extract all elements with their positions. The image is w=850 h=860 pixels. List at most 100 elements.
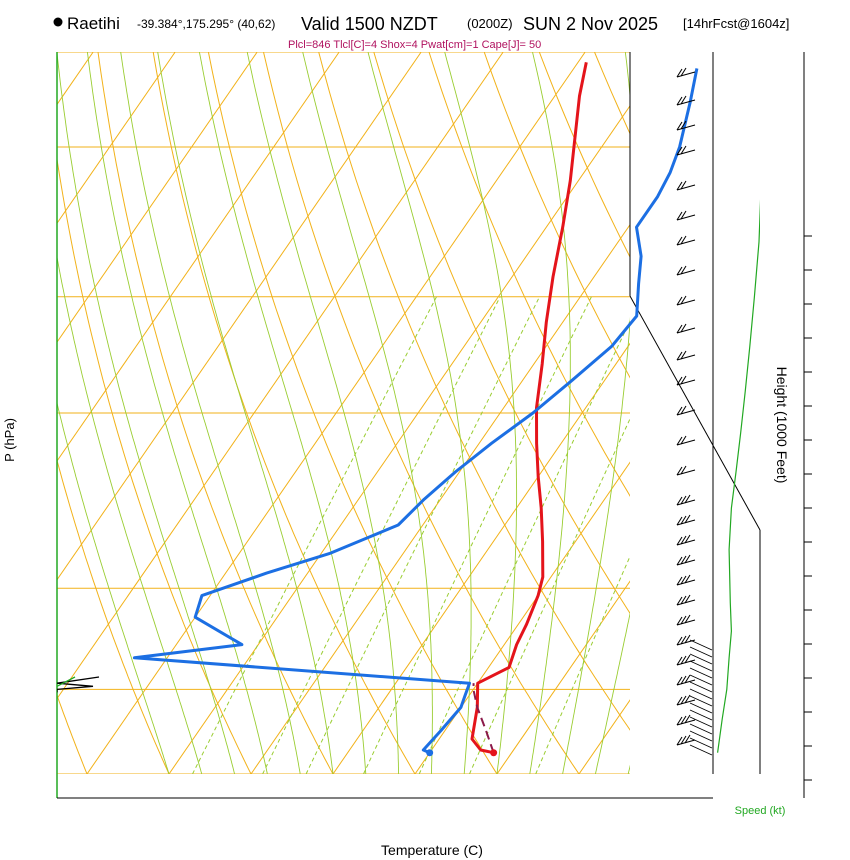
isotherm-line: [57, 52, 258, 343]
wind-barb-flag: [676, 636, 683, 646]
wind-barb-flag: [680, 655, 687, 665]
mixing-ratio-line: [535, 555, 630, 774]
surface-temp-marker: [490, 749, 498, 757]
mixing-ratio-line: [418, 319, 630, 774]
dry-adiabat-line: [428, 52, 630, 497]
wind-barb-flag: [680, 375, 687, 385]
x-axis-label: Temperature (C): [381, 842, 483, 858]
isotherm-line: [57, 52, 176, 225]
dry-adiabat-line: [318, 52, 630, 731]
wind-barb: [676, 120, 696, 131]
wind-barb-flag: [676, 596, 683, 606]
wind-barb-flag: [680, 67, 687, 77]
wind-barb-flag: [684, 594, 691, 604]
wind-barb-staff: [676, 379, 696, 386]
wind-barb-flag: [676, 736, 683, 746]
isotherm-line: [57, 52, 340, 462]
wind-barb-staff: [676, 149, 696, 156]
station-marker-icon: [53, 17, 63, 27]
wind-barb: [676, 714, 696, 726]
wind-barb-staff: [676, 539, 696, 546]
wind-barb-staff: [676, 699, 696, 706]
wind-barb: [676, 465, 696, 476]
wind-barb-staff: [676, 469, 696, 476]
moist-adiabat-line: [529, 52, 571, 774]
wind-barb-flag: [676, 716, 683, 726]
dry-adiabat-line: [695, 31, 850, 774]
valid-date: SUN 2 Nov 2025: [523, 14, 658, 34]
wind-barb-flag: [680, 555, 687, 565]
wind-barb: [676, 554, 696, 566]
dry-adiabat-line: [152, 52, 416, 774]
wind-barb-flag: [676, 266, 683, 276]
wind-barb-flag: [684, 654, 691, 664]
wind-barb-staff-low: [689, 688, 713, 700]
wind-barb: [676, 494, 696, 506]
background-lines: [0, 31, 850, 774]
wind-barb-staff-low: [689, 660, 713, 672]
moist-adiabat-line: [57, 52, 236, 774]
wind-barb-flag: [676, 96, 683, 106]
wind-speed-upper-line: [774, 60, 804, 390]
wind-barb: [676, 574, 696, 586]
wind-barb-flag: [680, 235, 687, 245]
plot-frame: [56, 52, 805, 799]
wind-barb-flag: [680, 465, 687, 475]
wind-barb-flag: [680, 695, 687, 705]
wind-barb-staff-low: [689, 744, 713, 756]
wind-barb-flag: [680, 210, 687, 220]
isotherm-line: [0, 52, 11, 774]
wind-barb-flag: [680, 405, 687, 415]
moist-adiabat-line: [444, 52, 518, 774]
wind-barb-flag: [684, 554, 691, 564]
wind-barb-staff: [676, 239, 696, 246]
mixing-ratio-line: [305, 296, 540, 774]
dewpoint-line: [132, 68, 699, 755]
speed-axis-label: Speed (kt): [735, 805, 786, 817]
mixing-ratio-line: [469, 417, 630, 774]
header: Raetihi -39.384°,175.295° (40,62) Valid …: [53, 14, 789, 51]
dry-adiabat-line: [97, 52, 334, 774]
wind-barb-flag: [680, 675, 687, 685]
wind-barb-staff: [676, 599, 696, 606]
wind-barb: [676, 323, 696, 334]
wind-barb-flag: [684, 714, 691, 724]
wind-barb-flag: [684, 634, 691, 644]
cloud-water-line: [57, 676, 76, 687]
wind-barb: [676, 350, 696, 361]
wind-barb-staff-low: [689, 702, 713, 714]
wind-barb: [676, 375, 696, 386]
wind-barb-flag: [676, 696, 683, 706]
wind-barb-flag: [680, 295, 687, 305]
wind-barb-staff: [676, 214, 696, 221]
station-location: -39.384°,175.295° (40,62): [137, 17, 275, 31]
wind-barb-staff: [676, 409, 696, 416]
wind-barb-flag: [680, 120, 687, 130]
wind-barb-flag: [676, 676, 683, 686]
wind-barb: [676, 614, 696, 626]
moist-adiabat-line: [562, 52, 630, 774]
isotherm-line: [168, 105, 630, 774]
wind-barb-flag: [676, 466, 683, 476]
moist-adiabat-line: [157, 52, 334, 774]
wind-barb-flag: [684, 674, 691, 684]
y-axis-label: P (hPa): [2, 418, 17, 462]
moist-adiabat-line: [120, 52, 301, 774]
isotherm-line: [332, 342, 630, 774]
wind-barb-staff: [676, 499, 696, 506]
forecast-info: [14hrFcst@1604z]: [683, 16, 789, 31]
wind-barb-flag: [676, 121, 683, 131]
wind-speed-line: [717, 199, 760, 753]
isotherm-line: [57, 52, 422, 581]
wind-barb: [676, 145, 696, 156]
moist-adiabat-line: [661, 52, 850, 774]
wind-barb: [676, 514, 696, 526]
sounding-series: [57, 60, 804, 755]
moist-adiabat-line: [367, 52, 472, 774]
dry-adiabat-line: [262, 52, 580, 774]
dry-adiabat-line: [483, 52, 630, 379]
temperature-line: [470, 62, 588, 755]
moist-adiabat-line: [594, 611, 630, 774]
wind-barb-staff: [676, 519, 696, 526]
wind-barb-staff-low: [689, 723, 713, 735]
